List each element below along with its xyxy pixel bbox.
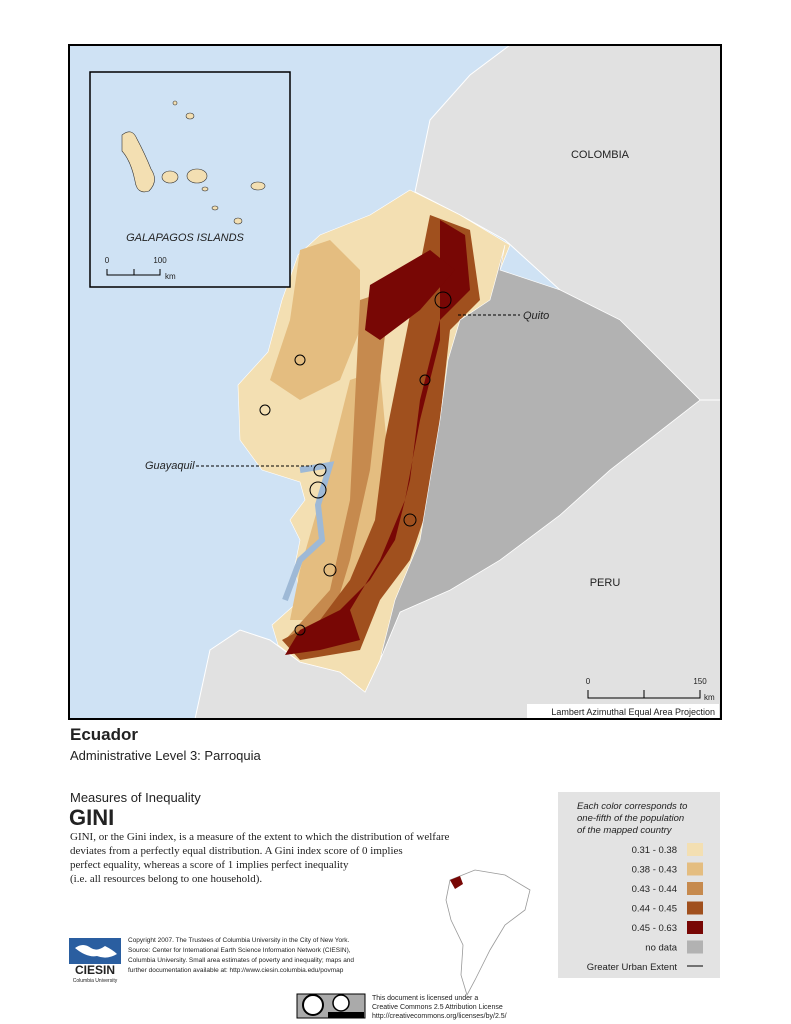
legend-label: 0.44 - 0.45 <box>632 904 677 915</box>
projection-box <box>527 704 719 718</box>
legend-note: of the mapped country <box>577 825 673 836</box>
locator-map <box>445 869 531 997</box>
description-line: perfect equality, whereas a score of 1 i… <box>70 859 349 871</box>
scale-label: 100 <box>153 256 167 265</box>
copyright-line: further documentation available at: http… <box>128 967 344 974</box>
inset-title: GALAPAGOS ISLANDS <box>126 232 244 244</box>
legend-label: 0.43 - 0.44 <box>632 884 677 895</box>
scale-label: 0 <box>586 677 591 686</box>
logo-text: Columbia University <box>73 978 118 984</box>
region-class-1 <box>270 240 360 400</box>
license: This document is licensed under a <box>372 995 478 1002</box>
region-class-3 <box>282 215 480 660</box>
legend-swatch <box>687 901 703 915</box>
legend-label: Greater Urban Extent <box>587 962 678 973</box>
legend-swatch <box>687 843 703 856</box>
cc-badge <box>296 993 366 1019</box>
license-link[interactable]: http://creativecommons.org/licenses/by/2… <box>372 1013 507 1020</box>
city-label: Guayaquil <box>145 460 195 472</box>
description-line: deviates from a perfectly equal distribu… <box>70 845 403 857</box>
gulf <box>282 461 335 602</box>
city-label: Quito <box>523 310 549 322</box>
galapagos-inset: GALAPAGOS ISLANDS 0 100 km <box>89 71 291 288</box>
legend-swatch <box>687 882 703 895</box>
description-line: GINI, or the Gini index, is a measure of… <box>70 831 450 843</box>
measure-name: GINI <box>69 805 114 830</box>
region-class-4 <box>365 250 455 340</box>
legend-label: 0.31 - 0.38 <box>632 845 677 856</box>
inset-scale-bar <box>106 269 161 276</box>
urban-extents <box>259 291 452 636</box>
legend-label: 0.38 - 0.43 <box>632 865 677 876</box>
description-line: (i.e. all resources belong to one househ… <box>70 873 262 885</box>
copyright-line: Source: Center for International Earth S… <box>128 947 351 954</box>
scale-bar <box>587 690 701 699</box>
legend-note: one-fifth of the population <box>577 813 684 824</box>
region-class-2 <box>285 290 390 650</box>
logo-text: CIESIN <box>75 963 115 977</box>
description: GINI, or the Gini index, is a measure of… <box>70 831 450 885</box>
copyright: Copyright 2007. The Trustees of Columbia… <box>128 937 354 974</box>
subtitle: Administrative Level 3: Parroquia <box>70 748 262 763</box>
copyright-line: Columbia University. Small area estimate… <box>128 957 354 964</box>
region-class-4 <box>285 220 470 655</box>
copyright-line: Copyright 2007. The Trustees of Columbia… <box>128 937 350 944</box>
license: Creative Commons 2.5 Attribution License <box>372 1004 503 1011</box>
measure-group: Measures of Inequality <box>70 790 201 805</box>
map-frame <box>68 44 722 720</box>
region-no-data <box>379 244 701 661</box>
title: Ecuador <box>70 725 138 744</box>
projection: Lambert Azimuthal Equal Area Projection <box>551 707 715 717</box>
legend-swatch <box>687 940 703 954</box>
islands <box>121 100 266 225</box>
legend-label: no data <box>645 943 677 954</box>
legend-note: Each color corresponds to <box>577 801 687 812</box>
country-label: PERU <box>590 577 621 589</box>
scale-label: 150 <box>693 677 707 686</box>
scale-label: km <box>704 693 715 702</box>
scale-label: km <box>165 272 176 281</box>
ciesin-logo: CIESIN Columbia University <box>69 938 121 984</box>
main-map: COLOMBIA PERU Quito Guayaquil GALAPAGOS … <box>68 44 722 720</box>
country-label: COLOMBIA <box>571 149 630 161</box>
legend-label: 0.45 - 0.63 <box>632 923 677 934</box>
legend-swatch <box>687 921 703 934</box>
scale-label: 0 <box>105 256 110 265</box>
legend-swatch <box>687 862 703 876</box>
